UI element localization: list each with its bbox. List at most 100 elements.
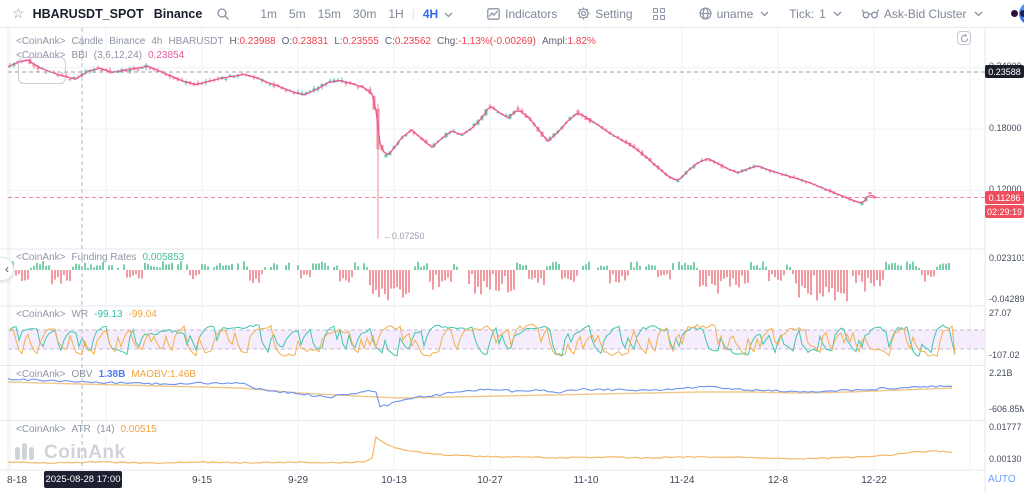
timeframe-active[interactable]: 4H (422, 6, 439, 21)
chevron-down-icon (974, 11, 982, 16)
tick-value: 1 (819, 6, 826, 21)
chevron-left-icon: ‹ (5, 262, 9, 276)
legend-source: <CoinAnk> (16, 309, 66, 320)
legend-source: <CoinAnk> (16, 50, 66, 61)
countdown-badge: 02:29:19 (985, 205, 1024, 218)
atr-legend[interactable]: <CoinAnk> ATR (14) 0.00515 (16, 424, 157, 435)
legend-source: <CoinAnk> (16, 424, 66, 435)
username-label: uname (716, 6, 754, 21)
timeframe-1m[interactable]: 1m (260, 6, 277, 21)
indicators-icon (487, 7, 501, 20)
high-value: 0.23988 (239, 36, 276, 47)
legend-interval: 4h (151, 36, 163, 47)
price-axis-label: 0.00130 (989, 454, 1022, 464)
glasses-icon (861, 9, 879, 19)
time-tick: 9-15 (191, 475, 213, 486)
timeframe-30m[interactable]: 30m (353, 6, 377, 21)
timeframe-separator: | (411, 6, 415, 21)
price-axis-label: -606.85M (989, 404, 1024, 414)
obv-legend[interactable]: <CoinAnk> OBV 1.38B MAOBV:1.46B (16, 369, 196, 380)
bbi-value: 0.23854 (147, 50, 185, 61)
wr-line-orange (9, 323, 956, 357)
refresh-icon-button[interactable] (957, 31, 971, 45)
open-value: 0.23831 (292, 36, 329, 47)
maobv-value: MAOBV:1.46B (131, 369, 196, 380)
wr-legend[interactable]: <CoinAnk> WR -99.13 -99.04 (16, 309, 157, 320)
time-tick: 10-13 (381, 475, 407, 486)
change-label: Chg: (437, 36, 459, 47)
obv-line (7, 377, 953, 408)
legend-indicator-name: WR (71, 309, 89, 320)
favorite-star-icon[interactable]: ☆ (12, 5, 25, 21)
obv-value: 1.38B (98, 369, 126, 380)
last-price-badge: 0.11286 (985, 191, 1024, 204)
atr-value: 0.00515 (120, 424, 157, 435)
wr-line-teal (9, 324, 956, 357)
gradient-right-dot (1010, 10, 1018, 17)
account-button[interactable]: uname (699, 7, 770, 21)
amplitude-label: Ampl: (541, 36, 568, 47)
funding-value: 0.005853 (142, 252, 185, 263)
candlestick-series (8, 57, 876, 239)
layout-grid-button[interactable] (652, 7, 665, 20)
search-icon[interactable] (216, 7, 230, 21)
legend-indicator-name: OBV (71, 369, 93, 380)
time-tick: 9-29 (287, 475, 309, 486)
time-tick: 11-10 (573, 475, 599, 486)
coinank-logo-icon (15, 443, 34, 460)
auto-scale-button[interactable]: AUTO (988, 474, 1016, 485)
price-axis-label: -107.02 (989, 350, 1020, 360)
selection-box (18, 57, 66, 84)
price-axis-label: 0.12000 (989, 184, 1022, 194)
timeframe-1h[interactable]: 1H (388, 6, 404, 21)
bbi-line (7, 59, 877, 204)
top-toolbar: ☆ HBARUSDT_SPOT Binance 1m 5m 15m 30m 1H | 4… (0, 0, 1024, 28)
candle-legend[interactable]: <CoinAnk> Candle Binance 4h HBARUSDT H:0… (16, 36, 596, 47)
legend-indicator-name: BBI (71, 50, 88, 61)
exchange-title: Binance (153, 6, 203, 21)
timeframe-5m[interactable]: 5m (289, 6, 306, 21)
bbi-legend[interactable]: <CoinAnk> BBI (3,6,12,24) 0.23854 (16, 50, 184, 61)
ask-bid-cluster-control[interactable]: Ask-Bid Cluster (861, 7, 983, 21)
timeframe-15m[interactable]: 15m (317, 6, 342, 21)
legend-source: <CoinAnk> (16, 36, 66, 47)
price-axis-label: 0.023103 (989, 253, 1024, 263)
indicators-label: Indicators (505, 6, 558, 21)
setting-button[interactable]: Setting (577, 6, 633, 21)
chevron-down-icon (833, 11, 842, 16)
low-label: L: (334, 36, 343, 47)
crosshair (8, 28, 985, 470)
crosshair-price-badge: 0.23588 (985, 65, 1024, 78)
price-axis-label: 0.01777 (989, 422, 1022, 432)
timeframe-dropdown-chevron-icon[interactable] (444, 7, 453, 21)
indicators-button[interactable]: Indicators (487, 7, 557, 21)
legend-symbol: HBARUSDT (168, 36, 224, 47)
tick-control[interactable]: Tick: 1 (789, 7, 842, 21)
price-axis-label: 0.18000 (989, 123, 1022, 133)
gear-icon (577, 7, 590, 20)
price-axis-label: 27.07 (989, 308, 1012, 318)
funding-legend[interactable]: <CoinAnk> Funding Rates 0.005853 (16, 252, 184, 263)
legend-source: <CoinAnk> (16, 369, 66, 380)
change-value: -1.13%(-0.00269) (458, 36, 536, 47)
close-label: C: (384, 36, 395, 47)
time-tick: 11-24 (669, 475, 695, 486)
crosshair-time-badge: 2025-08-28 17:00 (44, 471, 122, 488)
globe-icon (699, 7, 712, 20)
low-value: 0.23555 (342, 36, 379, 47)
legend-params: (14) (96, 424, 115, 435)
legend-params: (3,6,12,24) (93, 50, 142, 61)
price-axis-label: 2.21B (989, 368, 1013, 378)
legend-exchange: Binance (109, 36, 146, 47)
time-tick: 8-18 (6, 475, 28, 486)
wr-value-2: -99.04 (128, 309, 157, 320)
symbol-title: HBARUSDT_SPOT (32, 6, 144, 21)
gradient-left-dot (1019, 10, 1024, 17)
open-label: O: (281, 36, 293, 47)
setting-label: Setting (595, 6, 633, 21)
wr-value-1: -99.13 (94, 309, 123, 320)
timeframe-selector: 1m 5m 15m 30m 1H (254, 7, 409, 21)
legend-source: <CoinAnk> (16, 252, 66, 263)
